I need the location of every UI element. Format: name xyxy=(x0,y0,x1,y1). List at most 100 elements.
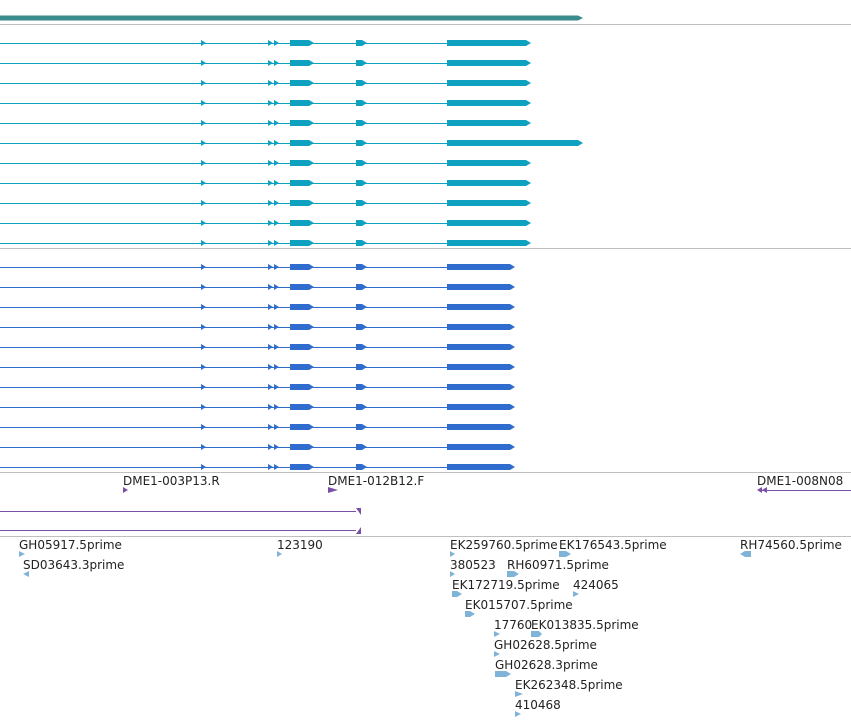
transcript-row[interactable] xyxy=(0,100,531,106)
transcript-row[interactable] xyxy=(0,444,515,450)
transcript-row[interactable] xyxy=(0,40,531,46)
transcript-row[interactable] xyxy=(0,264,515,270)
est-marker[interactable] xyxy=(740,551,751,557)
exon-marker xyxy=(201,40,206,46)
est-marker[interactable] xyxy=(450,551,455,557)
est-label[interactable]: 123190 xyxy=(277,538,323,552)
est-label[interactable]: RH74560.5prime xyxy=(740,538,842,552)
transcript-row[interactable] xyxy=(0,284,515,290)
exon-marker xyxy=(274,140,279,146)
exon-block xyxy=(356,424,367,430)
est-label[interactable]: GH02628.5prime xyxy=(494,638,597,652)
est-marker[interactable] xyxy=(452,591,457,597)
est-marker[interactable] xyxy=(450,571,455,577)
terminal-exon xyxy=(447,384,515,390)
est-marker[interactable] xyxy=(494,631,500,637)
exon-marker xyxy=(274,40,279,46)
clone-end-marker[interactable] xyxy=(123,487,128,493)
est-marker[interactable] xyxy=(470,611,475,617)
transcript-row[interactable] xyxy=(0,304,515,310)
exon-block xyxy=(356,284,367,290)
est-label[interactable]: GH05917.5prime xyxy=(19,538,122,552)
est-marker[interactable] xyxy=(531,631,542,637)
gene-track xyxy=(0,15,583,21)
est-marker[interactable] xyxy=(465,611,470,617)
est-marker[interactable] xyxy=(573,591,579,597)
transcript-row[interactable] xyxy=(0,200,531,206)
est-marker[interactable] xyxy=(515,691,523,697)
exon-marker xyxy=(268,180,273,186)
exon-marker xyxy=(268,284,273,290)
est-label[interactable]: EK172719.5prime xyxy=(452,578,560,592)
transcript-row[interactable] xyxy=(0,384,515,390)
exon-marker xyxy=(201,180,206,186)
est-label[interactable]: 380523 xyxy=(450,558,496,572)
clone-end-marker[interactable] xyxy=(757,487,762,493)
est-marker[interactable] xyxy=(457,591,462,597)
transcript-track-a xyxy=(0,40,583,246)
est-marker[interactable] xyxy=(19,551,25,557)
est-label[interactable]: SD03643.3prime xyxy=(23,558,124,572)
clone-end-marker[interactable] xyxy=(356,508,361,515)
est-label[interactable]: 17760 xyxy=(494,618,532,632)
exon-marker xyxy=(201,364,206,370)
clone-label[interactable]: DME1-003P13.R xyxy=(123,474,220,488)
est-marker[interactable] xyxy=(515,711,521,717)
transcript-row[interactable] xyxy=(0,324,515,330)
est-label[interactable]: 410468 xyxy=(515,698,561,712)
exon-marker xyxy=(274,284,279,290)
est-label[interactable]: EK259760.5prime xyxy=(450,538,558,552)
transcript-row[interactable] xyxy=(0,180,531,186)
est-label[interactable]: 424065 xyxy=(573,578,619,592)
est-marker[interactable] xyxy=(507,571,514,577)
est-label[interactable]: EK262348.5prime xyxy=(515,678,623,692)
transcript-row[interactable] xyxy=(0,160,531,166)
exon-block xyxy=(356,140,367,146)
est-marker[interactable] xyxy=(277,551,282,557)
clone-end-marker[interactable] xyxy=(356,527,361,534)
exon-marker xyxy=(201,140,206,146)
est-label[interactable]: RH60971.5prime xyxy=(507,558,609,572)
transcript-row[interactable] xyxy=(0,80,531,86)
exon-block xyxy=(356,324,367,330)
est-marker[interactable] xyxy=(566,551,571,557)
est-label[interactable]: EK015707.5prime xyxy=(465,598,573,612)
gene-direction-arrow-icon xyxy=(578,15,583,21)
est-marker[interactable] xyxy=(23,571,29,577)
exon-marker xyxy=(268,240,273,246)
exon-block xyxy=(290,40,314,46)
exon-marker xyxy=(274,444,279,450)
est-marker[interactable] xyxy=(494,651,500,657)
est-marker[interactable] xyxy=(514,571,519,577)
transcript-row[interactable] xyxy=(0,240,531,246)
est-marker[interactable] xyxy=(495,671,506,677)
clone-label[interactable]: DME1-008N08 xyxy=(757,474,843,488)
exon-marker xyxy=(274,240,279,246)
transcript-row[interactable] xyxy=(0,220,531,226)
exon-marker xyxy=(268,344,273,350)
clone-label[interactable]: DME1-012B12.F xyxy=(328,474,424,488)
exon-block xyxy=(356,384,367,390)
exon-block xyxy=(290,160,314,166)
transcript-row[interactable] xyxy=(0,140,583,146)
transcript-row[interactable] xyxy=(0,120,531,126)
transcript-row[interactable] xyxy=(0,464,515,470)
est-label[interactable]: EK013835.5prime xyxy=(531,618,639,632)
exon-marker xyxy=(268,384,273,390)
est-marker[interactable] xyxy=(506,671,511,677)
transcript-row[interactable] xyxy=(0,424,515,430)
est-label[interactable]: GH02628.3prime xyxy=(495,658,598,672)
transcript-row[interactable] xyxy=(0,364,515,370)
exon-block xyxy=(290,284,314,290)
exon-block xyxy=(290,80,314,86)
exon-marker xyxy=(274,304,279,310)
clone-end-marker[interactable] xyxy=(328,487,338,493)
terminal-exon xyxy=(447,304,515,310)
exon-marker xyxy=(268,264,273,270)
est-marker[interactable] xyxy=(559,551,566,557)
transcript-row[interactable] xyxy=(0,404,515,410)
transcript-row[interactable] xyxy=(0,344,515,350)
transcript-row[interactable] xyxy=(0,60,531,66)
est-label[interactable]: EK176543.5prime xyxy=(559,538,667,552)
gene-model-bar[interactable] xyxy=(0,15,578,21)
